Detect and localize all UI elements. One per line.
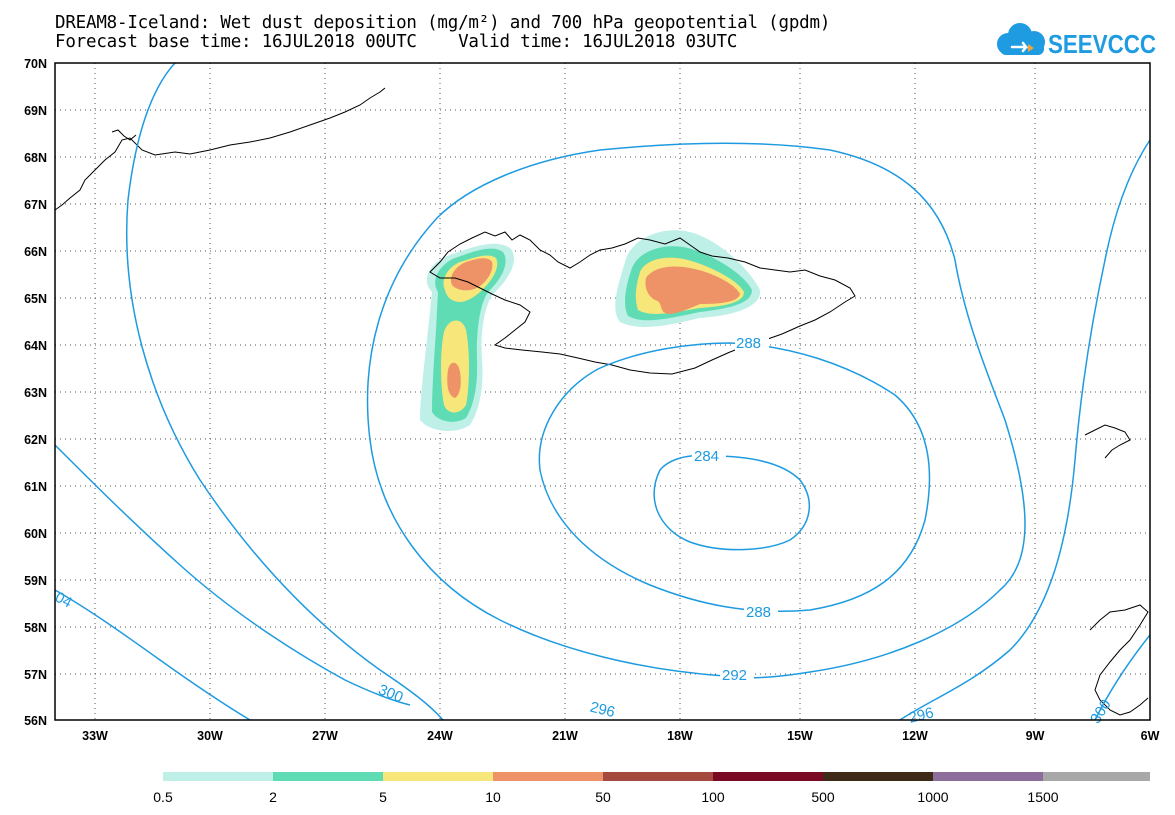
legend-swatch <box>933 772 1043 781</box>
lat-label: 57N <box>24 668 47 682</box>
lon-label: 18W <box>667 729 693 743</box>
latitude-labels: 70N 69N 68N 67N 66N 65N 64N 63N 62N 61N … <box>24 57 47 728</box>
lon-label: 9W <box>1026 729 1045 743</box>
legend-label: 100 <box>701 789 725 805</box>
lat-label: 67N <box>24 198 47 212</box>
legend-label: 10 <box>485 789 501 805</box>
chart-title: DREAM8-Iceland: Wet dust deposition (mg/… <box>55 13 831 33</box>
contour-label: 288 <box>746 604 771 621</box>
lon-label: 27W <box>312 729 338 743</box>
contour-labels: 288 284 288 292 296 296 300 300 04 <box>52 333 1115 727</box>
legend-swatch <box>823 772 933 781</box>
map-frame <box>54 62 1151 721</box>
lat-label: 58N <box>24 621 47 635</box>
lon-label: 15W <box>787 729 813 743</box>
lon-label: 21W <box>552 729 578 743</box>
legend-swatch <box>1043 772 1150 781</box>
legend-label: 5 <box>379 789 387 805</box>
legend-swatch <box>163 772 273 781</box>
dust-deposition-east <box>615 230 761 327</box>
graticule <box>55 63 1150 720</box>
legend-swatch <box>273 772 383 781</box>
lon-label: 6W <box>1141 729 1160 743</box>
color-legend: 0.5 2 5 10 50 100 500 1000 1500 <box>153 772 1150 805</box>
dust-deposition-west <box>420 243 515 432</box>
contour-label: 288 <box>736 335 761 352</box>
legend-swatch <box>383 772 493 781</box>
lat-label: 64N <box>24 339 47 353</box>
lon-label: 12W <box>902 729 928 743</box>
legend-label: 50 <box>595 789 611 805</box>
lat-label: 66N <box>24 245 47 259</box>
lon-label: 30W <box>197 729 223 743</box>
coastlines <box>54 87 1149 716</box>
contour-label: 04 <box>52 589 75 612</box>
lat-label: 62N <box>24 433 47 447</box>
cloud-icon <box>997 23 1045 55</box>
forecast-time-line: Forecast base time: 16JUL2018 00UTC Vali… <box>55 32 738 52</box>
longitude-labels: 33W 30W 27W 24W 21W 18W 15W 12W 9W 6W <box>82 729 1159 743</box>
logo-text: SEEVCCC <box>1048 29 1156 59</box>
lat-label: 56N <box>24 714 47 728</box>
lat-label: 65N <box>24 292 47 306</box>
contour-label: 296 <box>588 699 616 722</box>
lat-label: 63N <box>24 386 47 400</box>
lat-label: 70N <box>24 57 47 71</box>
legend-swatch <box>603 772 713 781</box>
contour-label: 300 <box>1087 696 1115 726</box>
lat-label: 59N <box>24 574 47 588</box>
lon-label: 24W <box>427 729 453 743</box>
legend-label: 0.5 <box>153 789 173 805</box>
legend-label: 1500 <box>1027 789 1058 805</box>
lat-label: 60N <box>24 527 47 541</box>
geopotential-contours <box>54 62 1151 721</box>
seevccc-logo: SEEVCCC <box>997 23 1156 59</box>
lon-label: 33W <box>82 729 108 743</box>
legend-label: 1000 <box>917 789 948 805</box>
lat-label: 69N <box>24 104 47 118</box>
lat-label: 61N <box>24 480 47 494</box>
lat-label: 68N <box>24 151 47 165</box>
legend-swatch <box>713 772 823 781</box>
legend-label: 500 <box>811 789 835 805</box>
contour-label: 296 <box>907 704 935 727</box>
contour-label: 292 <box>722 667 747 684</box>
legend-swatch <box>493 772 603 781</box>
contour-label: 284 <box>694 448 719 465</box>
legend-label: 2 <box>269 789 277 805</box>
